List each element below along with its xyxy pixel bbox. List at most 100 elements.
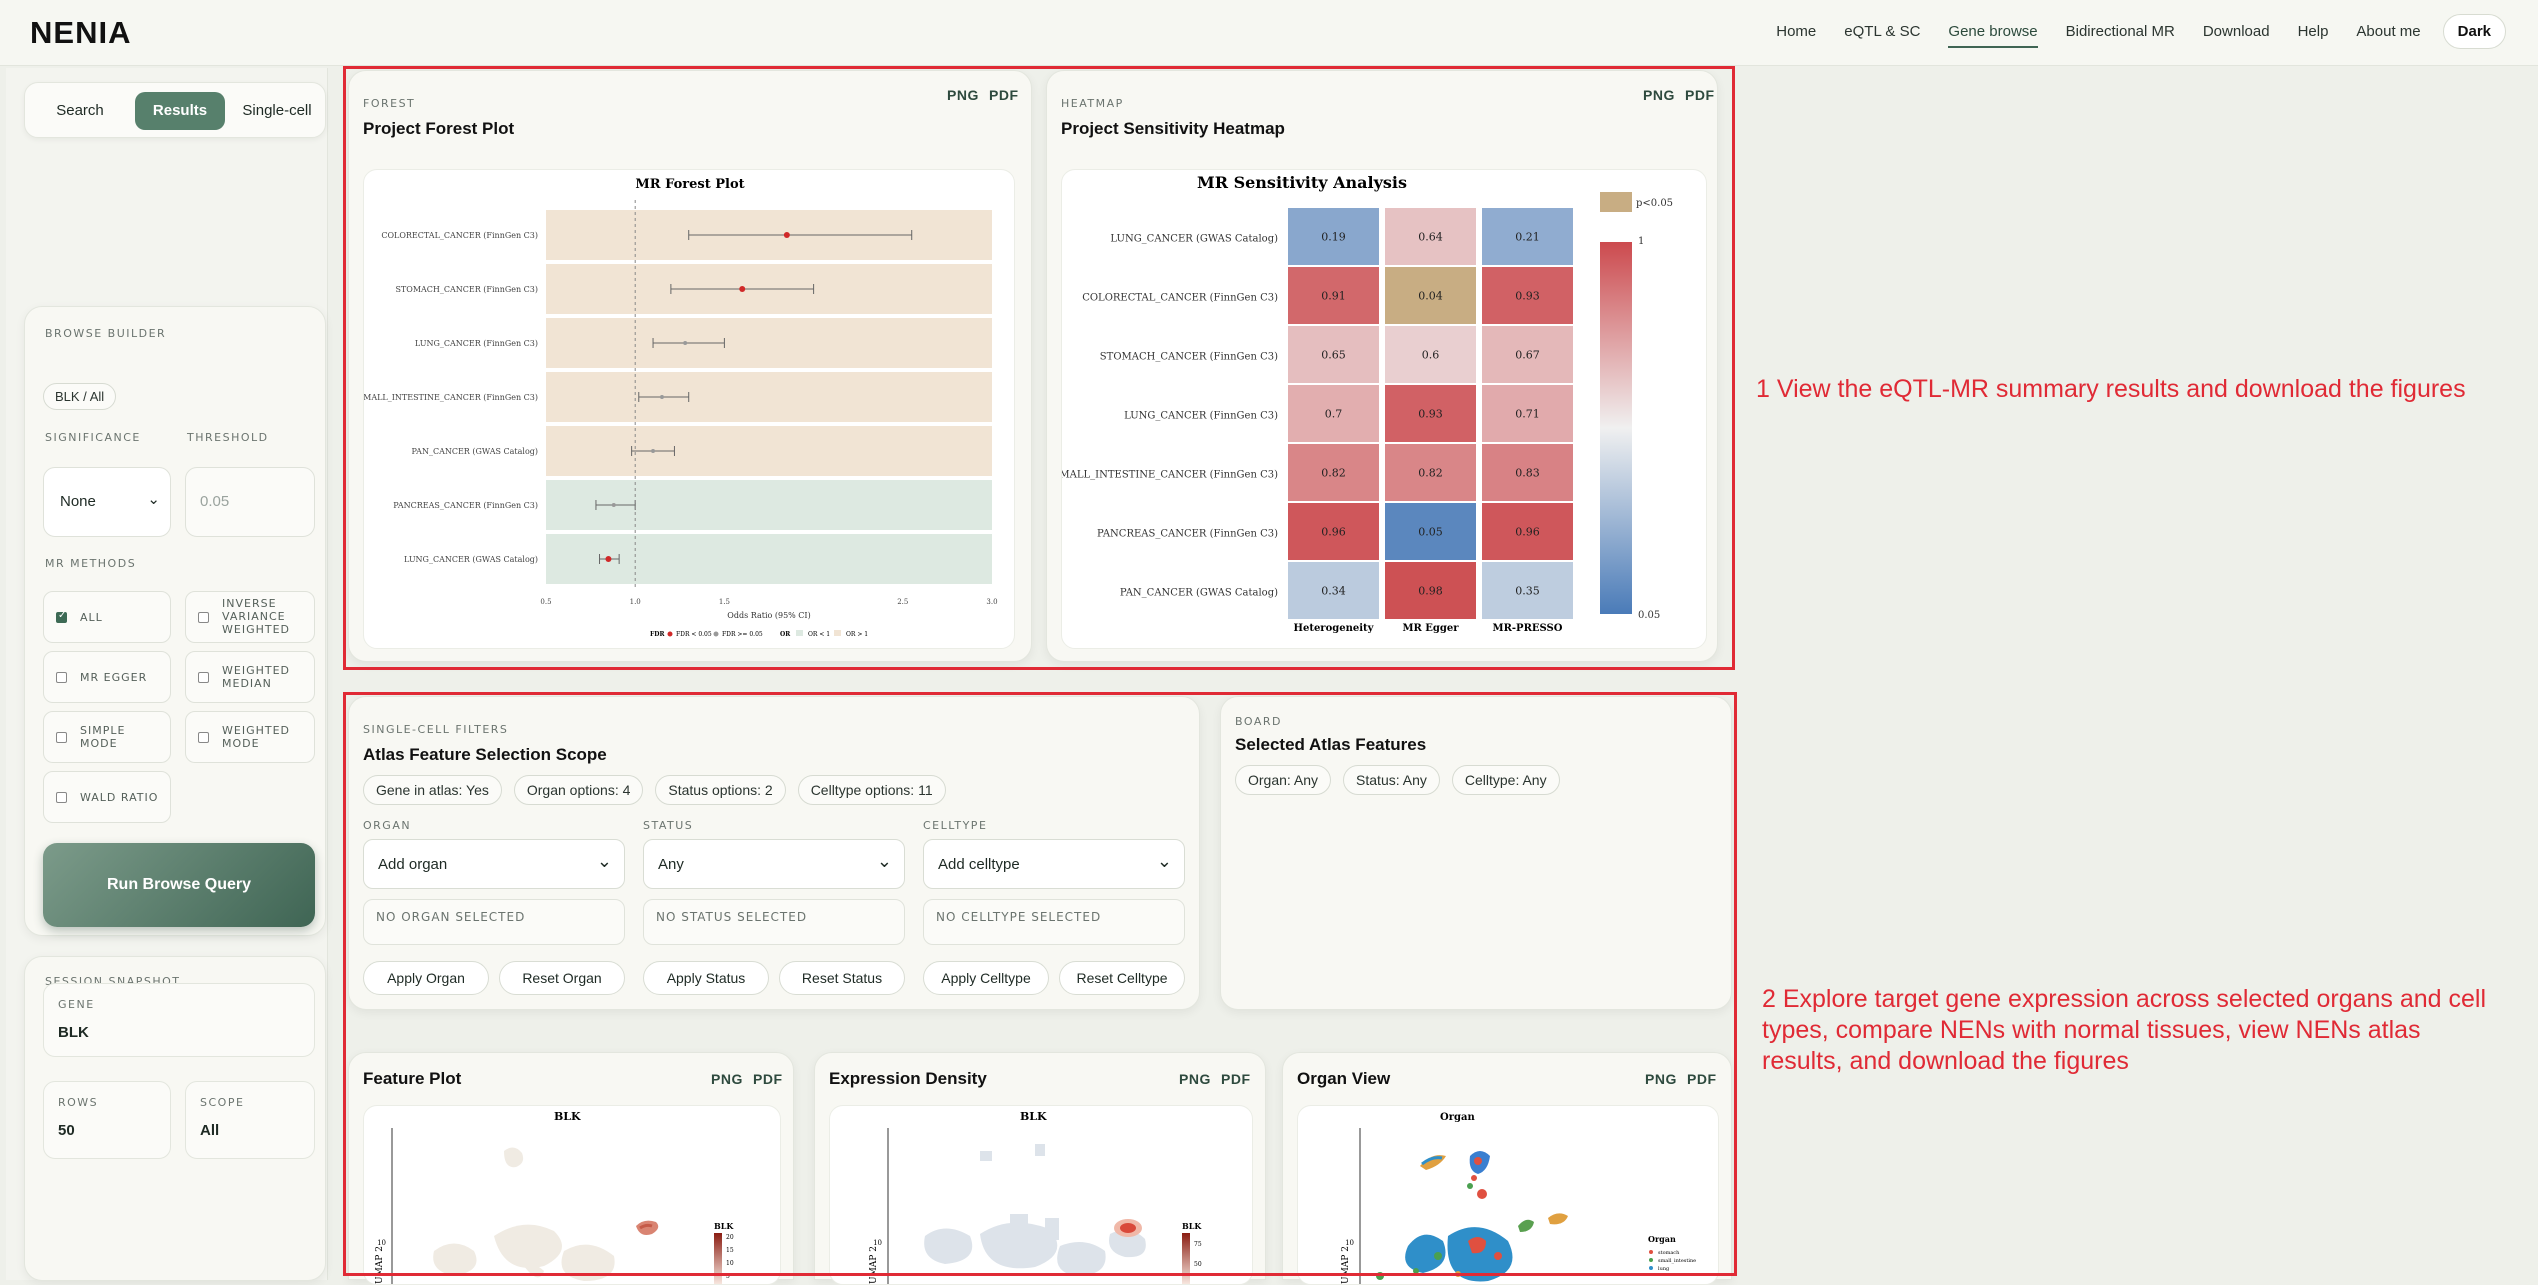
reset-organ-button[interactable]: Reset Organ [499,961,625,995]
heatmap-cell-value: 0.04 [1418,290,1443,303]
method-wald-ratio-checkbox[interactable]: WALD RATIO [43,771,171,823]
organ-select[interactable]: Add organ [363,836,625,889]
forest-row-label: LUNG_CANCER (FinnGen C3) [415,339,538,348]
feature-png-button[interactable]: PNG [711,1071,743,1087]
heatmap-title: Project Sensitivity Heatmap [1061,119,1285,138]
heatmap-row-label: SMALL_INTESTINE_CANCER (FinnGen C3) [1062,470,1278,481]
heatmap-cell [1385,385,1476,442]
method-weighted-mode-checkbox[interactable]: WEIGHTED MODE [185,711,315,763]
chip-celltype-any[interactable]: Celltype: Any [1451,765,1560,795]
organ-plot-heading: Organ [1440,1112,1475,1123]
checkbox-icon [56,732,67,743]
heatmap-cell [1482,503,1573,560]
annotation-text-1: 1 View the eQTL-MR summary results and d… [1756,375,2466,403]
feature-pdf-button[interactable]: PDF [753,1071,783,1087]
nav-gene-browse[interactable]: Gene browse [1938,15,2047,48]
heatmap-cell-value: 0.98 [1418,585,1443,598]
density-pdf-button[interactable]: PDF [1221,1071,1251,1087]
forest-legend-swatch [834,630,841,636]
heatmap-cell-value: 0.21 [1515,231,1540,244]
gene-scope-chip[interactable]: BLK / All [43,383,117,410]
mr-methods-label: MR METHODS [45,557,137,570]
nav-about-me[interactable]: About me [2356,23,2421,40]
nav-help[interactable]: Help [2297,23,2329,40]
nav-bidirectional-mr[interactable]: Bidirectional MR [2065,23,2175,40]
forest-row-label: COLORECTAL_CANCER (FinnGen C3) [381,231,538,240]
forest-x-axis-label: Odds Ratio (95% CI) [727,611,810,620]
nav-eqtl-sc[interactable]: eQTL & SC [1844,23,1921,40]
forest-legend-title: OR [780,631,791,638]
organ-png-button[interactable]: PNG [1645,1071,1677,1087]
organ-legend-item: small_intestine [1658,1258,1696,1264]
celltype-select[interactable]: Add celltype [923,836,1185,889]
nav-home[interactable]: Home [1776,23,1817,40]
chip-status-any[interactable]: Status: Any [1343,765,1440,795]
method-simple-mode-checkbox[interactable]: SIMPLE MODE [43,711,171,763]
forest-tick-label: 0.5 [540,598,551,606]
reset-celltype-button[interactable]: Reset Celltype [1059,961,1185,995]
heatmap-cell [1288,444,1379,501]
heatmap-row-label: LUNG_CANCER (GWAS Catalog) [1110,234,1278,245]
method-ivw-checkbox[interactable]: INVERSE VARIANCE WEIGHTED [185,591,315,643]
heatmap-cell [1288,503,1379,560]
forest-legend-title: FDR [650,631,665,638]
browse-builder-card: BROWSE BUILDER BLK / All SIGNIFICANCE TH… [24,306,326,936]
heatmap-pdf-button[interactable]: PDF [1685,87,1715,103]
forest-row-band [546,372,992,422]
apply-celltype-button[interactable]: Apply Celltype [923,961,1049,995]
scope-value: All [200,1122,220,1139]
forest-pdf-button[interactable]: PDF [989,87,1019,103]
checkbox-icon [198,612,209,623]
reset-status-button[interactable]: Reset Status [779,961,905,995]
forest-tick-label: 2.5 [897,598,908,606]
run-browse-query-button[interactable]: Run Browse Query [43,843,315,927]
status-select[interactable]: Any [643,836,905,889]
density-plot-area: BLK 10 UMAP 2 BLK 75 50 [829,1105,1253,1285]
threshold-input[interactable]: 0.05 [185,467,315,537]
method-weighted-median-checkbox[interactable]: WEIGHTED MEDIAN [185,651,315,703]
significance-value: None [60,493,96,510]
heatmap-cell-value: 0.65 [1321,349,1346,362]
organ-view-title: Organ View [1297,1069,1391,1088]
forest-legend-label: FDR < 0.05 [676,631,712,638]
heatmap-row-label: PANCREAS_CANCER (FinnGen C3) [1097,529,1278,540]
nav-download[interactable]: Download [2202,23,2270,40]
tab-search[interactable]: Search [56,102,104,119]
method-label: INVERSE VARIANCE WEIGHTED [222,597,291,636]
chip-organ-any[interactable]: Organ: Any [1235,765,1332,795]
heatmap-cell [1288,385,1379,442]
tab-results[interactable]: Results [135,92,225,130]
heatmap-cell [1385,503,1476,560]
theme-toggle-button[interactable]: Dark [2442,14,2506,49]
heatmap-row-label: COLORECTAL_CANCER (FinnGen C3) [1082,293,1278,304]
density-png-button[interactable]: PNG [1179,1071,1211,1087]
celltype-label: CELLTYPE [923,819,988,832]
feature-legend-val: 20 [726,1234,734,1241]
apply-organ-button[interactable]: Apply Organ [363,961,489,995]
significance-select[interactable]: None ⌄ [43,467,171,537]
method-mr-egger-checkbox[interactable]: MR EGGER [43,651,171,703]
forest-png-button[interactable]: PNG [947,87,979,103]
checkbox-icon [56,792,67,803]
density-y-tick: 10 [873,1239,882,1247]
forest-point [659,395,664,399]
feature-y-tick: 10 [377,1239,386,1247]
tab-single-cell[interactable]: Single-cell [242,102,312,119]
gene-value: BLK [58,1024,89,1041]
app-logo[interactable]: NENIA [30,15,132,50]
apply-status-button[interactable]: Apply Status [643,961,769,995]
method-all-checkbox[interactable]: ALL [43,591,171,643]
heatmap-row-label: PAN_CANCER (GWAS Catalog) [1120,588,1278,599]
chip-status-options: Status options: 2 [655,775,786,805]
organ-axis-label: UMAP 2 [1341,1246,1351,1284]
organ-y-tick: 10 [1345,1239,1354,1247]
organ-pdf-button[interactable]: PDF [1687,1071,1717,1087]
heatmap-cell [1385,208,1476,265]
heatmap-cell [1482,444,1573,501]
forest-row-label: SMALL_INTESTINE_CANCER (FinnGen C3) [364,393,538,402]
heatmap-cell-value: 0.34 [1321,585,1346,598]
forest-tick-label: 1.0 [630,598,641,606]
density-legend-title: BLK [1182,1221,1202,1231]
heatmap-png-button[interactable]: PNG [1643,87,1675,103]
heatmap-column-label: MR-PRESSO [1493,623,1563,634]
